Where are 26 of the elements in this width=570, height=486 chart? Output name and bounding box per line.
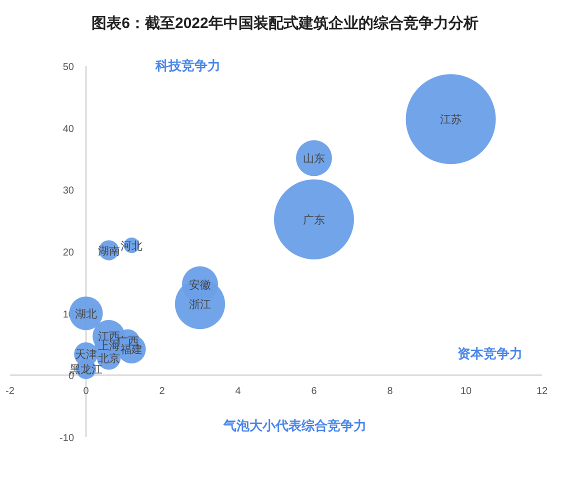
- y-tick-label: 30: [62, 186, 74, 197]
- x-tick-label: -2: [6, 386, 15, 398]
- series-label: 湖北: [75, 307, 97, 320]
- x-tick-label: 10: [460, 386, 472, 398]
- chart-title: 图表6：截至2022年中国装配式建筑企业的综合竞争力分析: [92, 14, 478, 32]
- x-tick-label: 2: [159, 386, 166, 398]
- x-tick-label: 4: [235, 386, 242, 398]
- x-tick-label: 0: [83, 386, 90, 398]
- y-tick-label: 40: [62, 124, 74, 135]
- y-tick-label: 20: [62, 248, 74, 258]
- x-axis-title: 资本竞争力: [458, 346, 522, 361]
- series-label: 安徽: [189, 278, 211, 292]
- x-tick-label: 12: [536, 386, 548, 398]
- x-tick-label: 8: [387, 386, 394, 398]
- series-label: 山东: [303, 152, 325, 166]
- series-label: 上海: [98, 339, 120, 352]
- series-label: 江苏: [440, 113, 462, 126]
- x-tick-label: 6: [311, 386, 318, 398]
- series-label: 北京: [98, 352, 120, 365]
- series-label: 广东: [303, 213, 325, 226]
- annotation: 气泡大小代表综合竞争力: [222, 418, 366, 433]
- series-label: 浙江: [189, 298, 211, 312]
- y-tick-label: -10: [60, 433, 74, 444]
- series-label: 天津: [75, 348, 97, 362]
- y-tick-label: 50: [62, 62, 74, 73]
- y-axis-title: 科技竞争力: [154, 58, 220, 73]
